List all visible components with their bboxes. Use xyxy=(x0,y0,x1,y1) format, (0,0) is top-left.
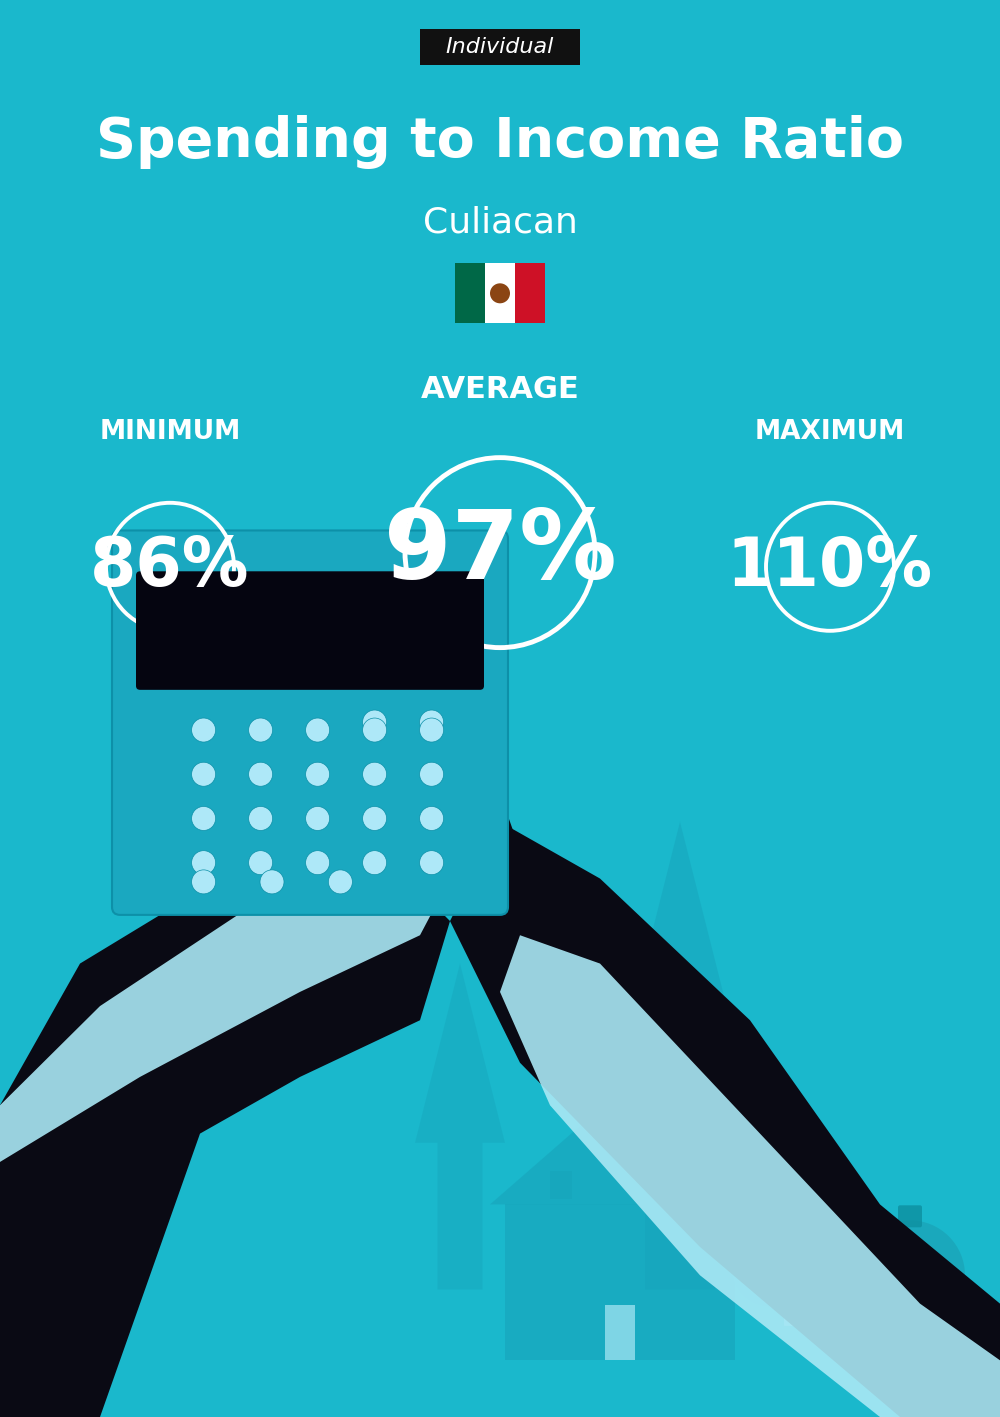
Polygon shape xyxy=(400,751,520,879)
Circle shape xyxy=(249,850,273,874)
Circle shape xyxy=(249,806,273,830)
Polygon shape xyxy=(415,964,505,1289)
Circle shape xyxy=(306,762,330,786)
FancyBboxPatch shape xyxy=(784,1316,856,1326)
Circle shape xyxy=(420,718,444,743)
FancyBboxPatch shape xyxy=(898,1206,922,1227)
Circle shape xyxy=(249,762,273,786)
Text: MINIMUM: MINIMUM xyxy=(99,419,241,445)
Circle shape xyxy=(192,762,216,786)
FancyBboxPatch shape xyxy=(420,28,580,65)
FancyBboxPatch shape xyxy=(550,1172,572,1199)
Circle shape xyxy=(192,850,216,874)
Circle shape xyxy=(420,850,444,874)
Polygon shape xyxy=(500,935,1000,1417)
FancyBboxPatch shape xyxy=(760,1219,780,1237)
FancyBboxPatch shape xyxy=(784,1295,856,1305)
Polygon shape xyxy=(505,1204,735,1360)
Circle shape xyxy=(420,806,444,830)
Circle shape xyxy=(260,870,284,894)
Text: MAXIMUM: MAXIMUM xyxy=(755,419,905,445)
Text: $: $ xyxy=(893,1257,927,1304)
Circle shape xyxy=(855,1220,965,1331)
FancyBboxPatch shape xyxy=(485,264,515,323)
Circle shape xyxy=(192,718,216,743)
FancyBboxPatch shape xyxy=(784,1288,856,1298)
Circle shape xyxy=(363,762,387,786)
Text: Individual: Individual xyxy=(446,37,554,57)
Circle shape xyxy=(420,710,444,734)
Text: 97%: 97% xyxy=(384,506,616,599)
Circle shape xyxy=(306,806,330,830)
Circle shape xyxy=(306,850,330,874)
FancyBboxPatch shape xyxy=(455,264,485,323)
Polygon shape xyxy=(490,1091,750,1204)
FancyBboxPatch shape xyxy=(136,571,484,690)
Text: 110%: 110% xyxy=(727,534,933,599)
Circle shape xyxy=(328,870,352,894)
Polygon shape xyxy=(0,850,450,1417)
Circle shape xyxy=(363,710,387,734)
Text: Culiacan: Culiacan xyxy=(423,205,577,239)
Circle shape xyxy=(192,870,216,894)
FancyBboxPatch shape xyxy=(605,1305,635,1360)
FancyBboxPatch shape xyxy=(784,1309,856,1319)
Text: Spending to Income Ratio: Spending to Income Ratio xyxy=(96,115,904,169)
FancyBboxPatch shape xyxy=(112,530,508,915)
Text: 86%: 86% xyxy=(90,534,250,599)
Circle shape xyxy=(249,718,273,743)
Circle shape xyxy=(490,283,510,303)
Polygon shape xyxy=(615,822,745,1289)
Circle shape xyxy=(363,718,387,743)
Circle shape xyxy=(363,850,387,874)
Circle shape xyxy=(420,762,444,786)
FancyBboxPatch shape xyxy=(515,264,545,323)
Circle shape xyxy=(192,806,216,830)
Polygon shape xyxy=(450,822,1000,1417)
Circle shape xyxy=(306,718,330,743)
FancyBboxPatch shape xyxy=(784,1302,856,1312)
Polygon shape xyxy=(0,850,450,1162)
Text: AVERAGE: AVERAGE xyxy=(421,376,579,404)
Circle shape xyxy=(732,1230,808,1306)
Circle shape xyxy=(363,806,387,830)
